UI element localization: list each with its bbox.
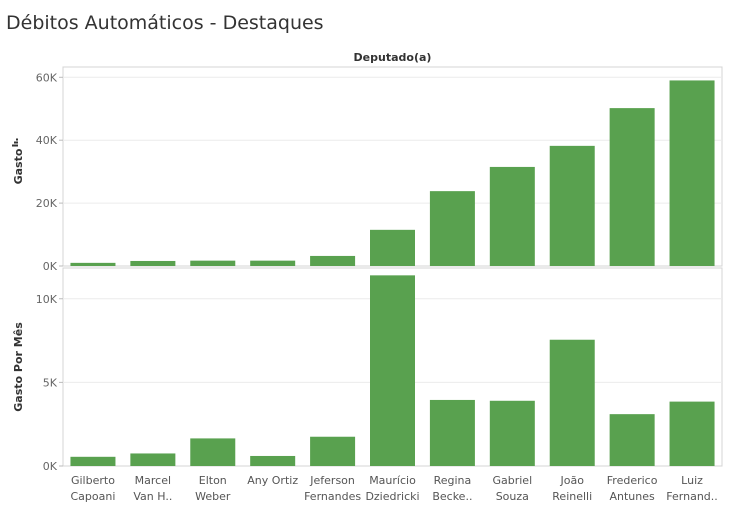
x-tick-label: João — [560, 474, 585, 487]
y-tick-label: 40K — [36, 134, 58, 147]
y-tick-label: 20K — [36, 197, 58, 210]
x-tick-label: Marcel — [135, 474, 171, 487]
x-tick-label: Fernand.. — [666, 490, 717, 503]
bar — [549, 145, 595, 266]
x-tick-label: Weber — [195, 490, 231, 503]
sort-icon — [16, 138, 18, 141]
x-tick-label: Any Ortiz — [247, 474, 298, 487]
x-tick-label: Gilberto — [71, 474, 115, 487]
y-tick-label: 60K — [36, 71, 58, 84]
bar — [250, 260, 296, 266]
bar — [70, 456, 116, 466]
bar — [130, 260, 176, 266]
bar — [549, 339, 595, 466]
bar — [370, 275, 415, 466]
column-header: Deputado(a) — [354, 51, 432, 64]
bar — [70, 262, 116, 266]
y-tick-label: 0K — [43, 260, 58, 273]
x-tick-label: Capoani — [71, 490, 116, 503]
bar — [489, 166, 535, 266]
x-tick-label: Dziedricki — [365, 490, 419, 503]
x-tick-label: Jeferson — [309, 474, 355, 487]
bar — [669, 401, 715, 466]
sort-icon — [14, 141, 18, 144]
y-axis-title: Gasto — [12, 148, 25, 184]
y-axis-title: Gasto Por Mês — [12, 322, 25, 412]
x-tick-label: Gabriel — [492, 474, 532, 487]
x-tick-label: Souza — [496, 490, 529, 503]
x-tick-label: Maurício — [369, 474, 416, 487]
bar — [310, 436, 356, 466]
x-tick-label: Becke.. — [432, 490, 472, 503]
bar — [429, 399, 475, 466]
bar — [489, 400, 535, 466]
bar — [609, 108, 655, 266]
bar — [609, 414, 655, 466]
bar — [130, 453, 176, 466]
bar — [310, 255, 356, 266]
sort-icon — [12, 144, 18, 147]
x-tick-label: Van H.. — [133, 490, 172, 503]
y-tick-label: 0K — [43, 460, 58, 473]
y-tick-label: 5K — [43, 376, 58, 389]
x-tick-label: Frederico — [607, 474, 658, 487]
page-title: Débitos Automáticos - Destaques — [6, 12, 324, 34]
bar — [370, 229, 415, 266]
x-tick-label: Reinelli — [552, 490, 592, 503]
x-tick-label: Antunes — [610, 490, 656, 503]
y-tick-label: 10K — [36, 293, 58, 306]
bar — [669, 80, 715, 266]
bar — [250, 455, 296, 466]
x-tick-label: Regina — [434, 474, 472, 487]
bar — [190, 438, 236, 466]
bar — [190, 260, 236, 266]
x-tick-label: Fernandes — [304, 490, 361, 503]
bar — [429, 191, 475, 266]
x-tick-label: Luiz — [681, 474, 703, 487]
x-tick-label: Elton — [199, 474, 227, 487]
